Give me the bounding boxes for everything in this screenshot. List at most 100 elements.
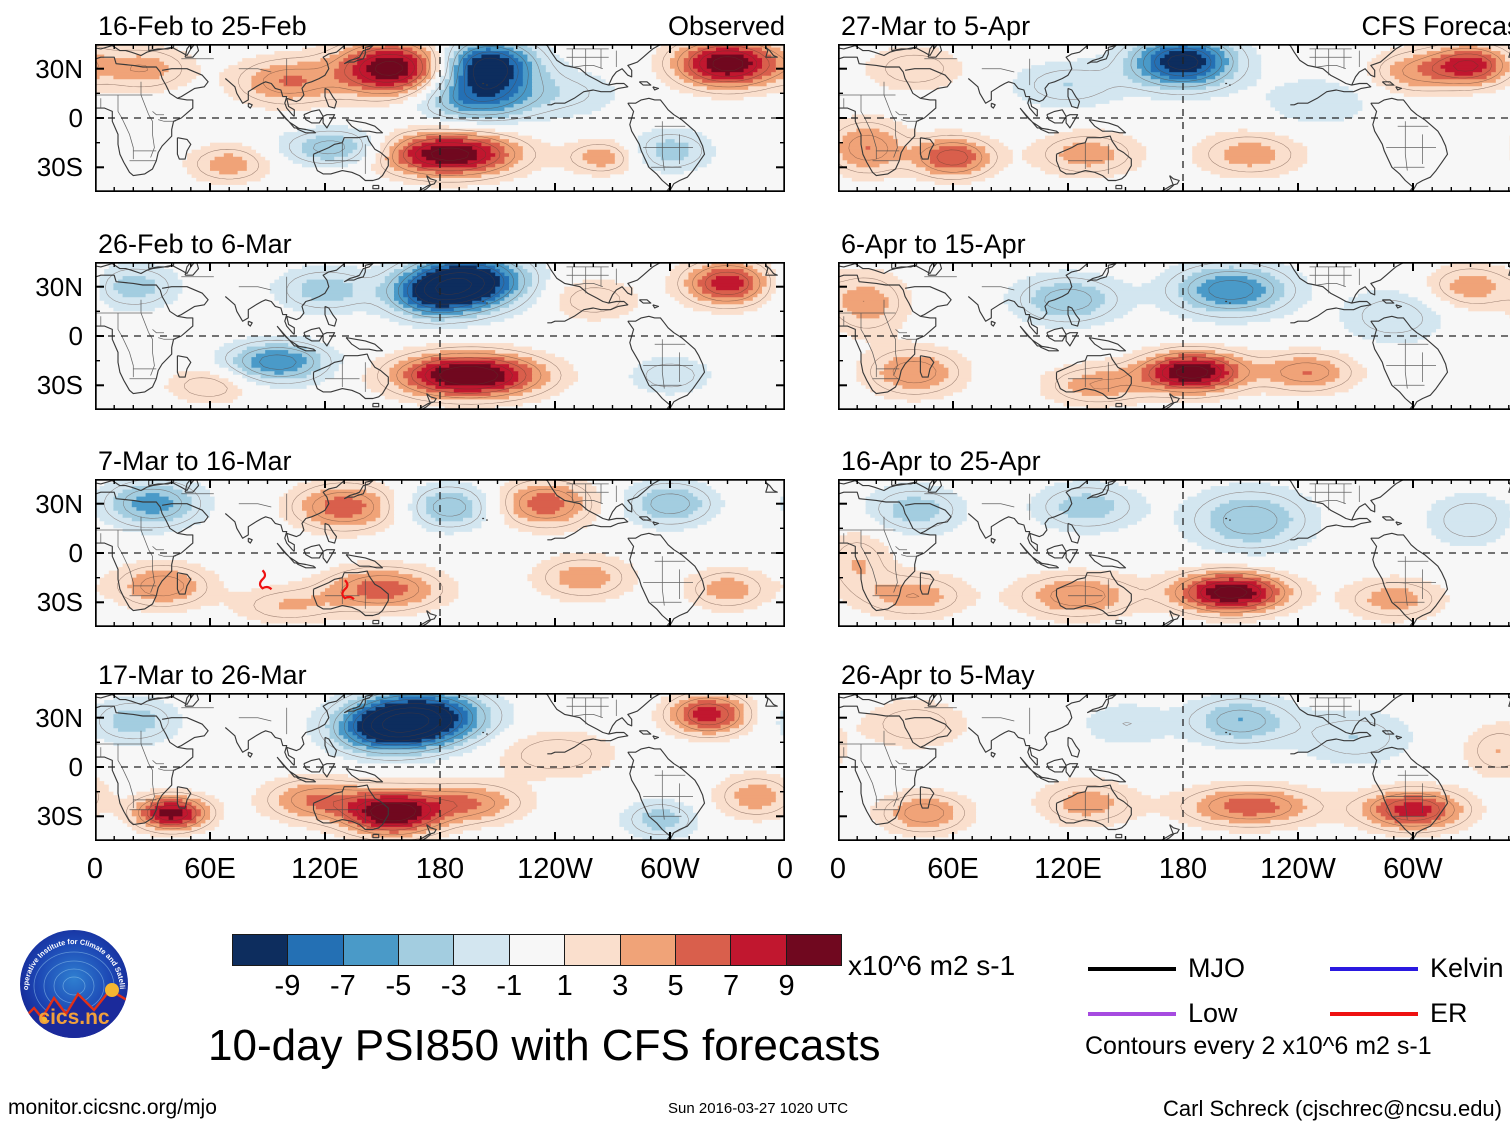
x-axis-label-cfs-4-4: 120W [1260, 853, 1336, 885]
coastlines [838, 262, 1510, 410]
map-panel-cfs-2 [838, 262, 1510, 410]
y-axis-label-obs-1-2: 30S [36, 152, 83, 183]
coastlines [95, 479, 778, 627]
panel-title-obs-1: 16-Feb to 25-Feb [98, 11, 307, 41]
colorbar-tick-8: 7 [723, 970, 740, 1002]
coastlines [838, 479, 1510, 627]
legend-line-swatch [1088, 966, 1176, 971]
colorbar-swatch-7 [620, 935, 676, 965]
x-axis-label-cfs-4-5: 60W [1383, 853, 1443, 885]
legend-entry-mjo: MJO [1088, 955, 1245, 982]
legend-entry-kelvin-x2: Kelvin x2 [1330, 955, 1510, 982]
map-panel-obs-2 [95, 262, 785, 410]
contour-fill [838, 262, 1510, 410]
reference-lines [838, 693, 1510, 841]
colorbar [232, 934, 842, 966]
colorbar-tick-2: -5 [385, 970, 412, 1002]
coastlines [95, 693, 778, 841]
column-header-cfs-forecast: CFS Forecast [1361, 11, 1510, 41]
x-axis-label-obs-4-3: 180 [415, 853, 465, 885]
colorbar-tick-9: 9 [778, 970, 795, 1002]
panel-title-obs-4: 17-Mar to 26-Mar [98, 660, 307, 690]
map-panel-cfs-4 [838, 693, 1510, 841]
panel-title-cfs-3: 16-Apr to 25-Apr [841, 446, 1041, 476]
contour-fill [838, 44, 1510, 192]
y-axis-label-obs-1-1: 0 [68, 103, 83, 133]
colorbar-tick-1: -7 [330, 970, 356, 1002]
logo-wordmark: cics.nc [38, 1006, 110, 1029]
author-contact[interactable]: Carl Schreck (cjschrec@ncsu.edu) [1163, 1096, 1502, 1121]
colorbar-swatch-5 [509, 935, 566, 965]
x-axis-label-cfs-4-6: 0 [1468, 855, 1510, 884]
contour-fill [95, 44, 785, 192]
coastlines [838, 44, 1510, 192]
contour-fill [838, 479, 1510, 627]
colorbar-swatch-2 [343, 935, 400, 965]
colorbar-tick-7: 5 [667, 970, 684, 1002]
panel-title-obs-3: 7-Mar to 16-Mar [98, 446, 292, 476]
legend-line-swatch [1330, 1011, 1418, 1016]
legend-label: ER [1430, 998, 1468, 1028]
colorbar-tick-3: -3 [440, 970, 467, 1002]
colorbar-tick-6: 3 [612, 970, 629, 1002]
colorbar-swatch-3 [399, 935, 455, 965]
map-panel-obs-4 [95, 693, 785, 841]
legend-label: Low [1188, 998, 1238, 1028]
colorbar-swatch-9 [731, 935, 787, 965]
panel-title-cfs-4: 26-Apr to 5-May [841, 660, 1035, 690]
colorbar-tick-0: -9 [274, 970, 301, 1002]
reference-lines [95, 262, 785, 410]
legend-entry-er: ER [1330, 1000, 1468, 1027]
legend-line-swatch [1330, 966, 1418, 971]
y-axis-label-obs-1-0: 30N [35, 53, 83, 84]
x-axis-label-obs-4-0: 0 [86, 853, 104, 885]
reference-lines [838, 262, 1510, 410]
cicsnc-logo[interactable]: cics.nc Cooperative Institute for Climat… [14, 928, 134, 1040]
wave-markers [258, 569, 355, 600]
coastlines [95, 262, 778, 410]
legend-line-swatch [1088, 1011, 1176, 1016]
x-axis-label-obs-4-2: 120E [291, 853, 359, 885]
x-axis-label-obs-4-6: 0 [776, 853, 794, 885]
colorbar-swatch-8 [675, 935, 732, 965]
reference-lines [95, 479, 785, 627]
contour-fill [95, 693, 785, 841]
colorbar-swatch-6 [565, 935, 621, 965]
generation-timestamp: Sun 2016-03-27 1020 UTC [668, 1100, 849, 1117]
y-axis-label-obs-2-1: 0 [68, 321, 83, 351]
figure-title: 10-day PSI850 with CFS forecasts [208, 1021, 881, 1070]
coastlines [838, 693, 1510, 841]
reference-lines [95, 44, 785, 192]
x-axis-label-cfs-4-1: 60E [927, 853, 979, 885]
y-axis-label-obs-3-1: 0 [68, 538, 83, 568]
site-url[interactable]: monitor.cicsnc.org/mjo [8, 1096, 217, 1119]
colorbar-swatch-1 [288, 935, 344, 965]
y-axis-label-obs-3-2: 30S [36, 587, 83, 618]
colorbar-tick-4: -1 [496, 970, 523, 1002]
y-axis-label-obs-4-2: 30S [36, 801, 83, 832]
panel-title-obs-2: 26-Feb to 6-Mar [98, 229, 292, 259]
colorbar-tick-5: 1 [556, 970, 573, 1002]
x-axis-label-cfs-4-2: 120E [1034, 853, 1102, 885]
x-axis-label-cfs-4-0: 0 [829, 853, 847, 885]
coastlines [95, 44, 778, 192]
colorbar-swatch-4 [454, 935, 510, 965]
legend-label: MJO [1188, 953, 1245, 983]
y-axis-label-obs-4-1: 0 [68, 752, 83, 782]
reference-lines [838, 44, 1510, 192]
contour-fill [838, 693, 1510, 841]
colorbar-units-label: x10^6 m2 s-1 [848, 950, 1016, 981]
x-axis-label-obs-4-1: 60E [184, 853, 236, 885]
map-panel-cfs-1 [838, 44, 1510, 192]
contour-fill [95, 262, 785, 410]
panel-title-cfs-1: 27-Mar to 5-Apr [841, 11, 1031, 41]
legend-entry-low: Low [1088, 1000, 1238, 1027]
y-axis-label-obs-2-2: 30S [36, 370, 83, 401]
x-axis-label-obs-4-4: 120W [517, 853, 593, 885]
y-axis-label-obs-4-0: 30N [35, 702, 83, 733]
colorbar-swatch-10 [786, 935, 841, 965]
legend-label: Kelvin x2 [1430, 953, 1510, 983]
colorbar-swatch-0 [233, 935, 289, 965]
y-axis-label-obs-2-0: 30N [35, 271, 83, 302]
map-panel-cfs-3 [838, 479, 1510, 627]
